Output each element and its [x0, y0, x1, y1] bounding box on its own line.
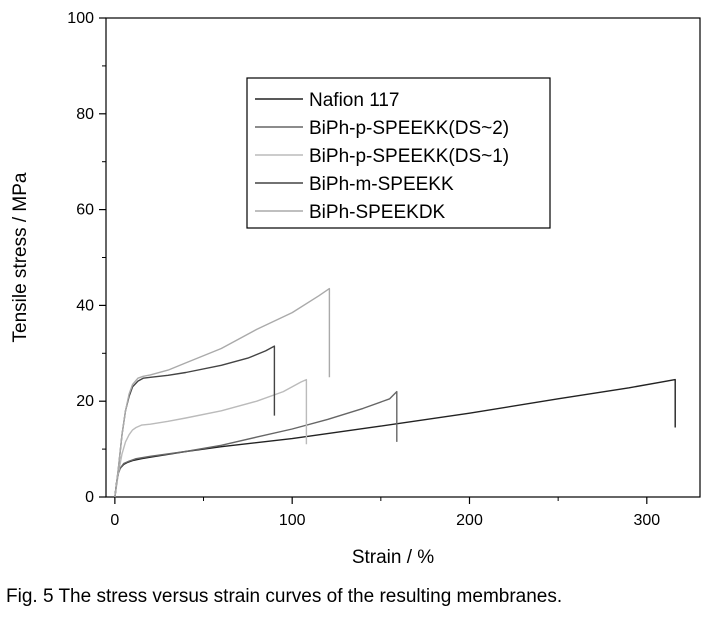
series-line-4 [114, 345, 276, 498]
y-tick-label: 100 [67, 10, 94, 27]
legend-label-4: BiPh-m-SPEEKK [309, 174, 454, 195]
chart-container: 0 20 40 60 80 100 0 100 200 300 Strain / % Tensile … [10, 10, 701, 568]
y-tick-label: 60 [76, 202, 94, 219]
legend-label-2: BiPh-p-SPEEKK(DS~2) [309, 118, 509, 139]
y-tick-label: 0 [85, 489, 94, 506]
series-line-1 [114, 378, 676, 498]
x-tick-label: 100 [279, 512, 306, 529]
legend-label-3: BiPh-p-SPEEKK(DS~1) [309, 146, 509, 167]
figure-caption: Fig. 5 The stress versus strain curves o… [6, 586, 563, 607]
x-tick-label: 200 [456, 512, 483, 529]
legend-label-5: BiPh-SPEEKDK [309, 202, 446, 223]
series-line-5 [114, 287, 331, 498]
y-tick-label: 80 [76, 106, 94, 123]
legend-box [246, 77, 551, 229]
x-tick-label: 0 [110, 512, 119, 529]
series-line-2 [114, 390, 398, 498]
legend-label-1: Nafion 117 [309, 90, 400, 111]
series-line-3 [114, 378, 308, 498]
y-tick-label: 20 [76, 393, 94, 410]
y-tick-label: 40 [76, 297, 94, 314]
stress-strain-chart: 0 20 40 60 80 100 0 100 200 300 Strain / % Tensile … [10, 10, 701, 568]
y-axis-title: Tensile stress / MPa [10, 172, 31, 342]
x-axis-title: Strain / % [352, 547, 434, 568]
x-tick-label: 300 [633, 512, 660, 529]
